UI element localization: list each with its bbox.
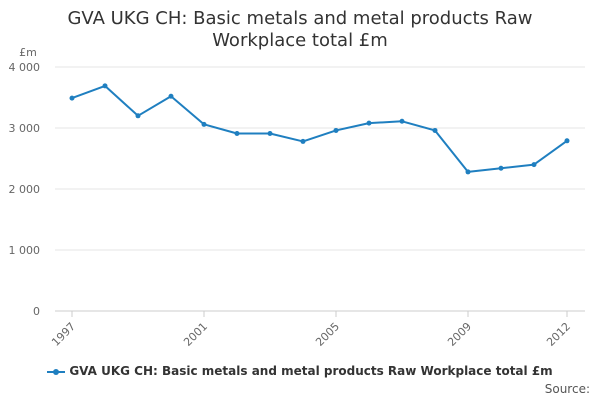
data-point[interactable] bbox=[531, 162, 537, 168]
data-point[interactable] bbox=[564, 138, 570, 144]
data-point[interactable] bbox=[168, 93, 174, 99]
data-point[interactable] bbox=[267, 130, 273, 136]
data-point[interactable] bbox=[69, 95, 75, 101]
legend[interactable]: GVA UKG CH: Basic metals and metal produ… bbox=[0, 364, 600, 378]
x-tick-label: 2012 bbox=[544, 320, 573, 349]
legend-series-label: GVA UKG CH: Basic metals and metal produ… bbox=[69, 364, 553, 378]
legend-series-marker bbox=[47, 367, 66, 377]
y-tick-label: 0 bbox=[33, 305, 40, 318]
chart-title-line-1: GVA UKG CH: Basic metals and metal produ… bbox=[67, 8, 533, 29]
x-tick-label: 2009 bbox=[445, 320, 474, 349]
y-axis-unit-label: £m bbox=[19, 46, 37, 59]
series-layer bbox=[69, 83, 570, 175]
data-point[interactable] bbox=[234, 130, 240, 136]
data-point[interactable] bbox=[201, 121, 207, 127]
data-point[interactable] bbox=[399, 118, 405, 124]
x-tick-label: 1997 bbox=[49, 320, 78, 349]
data-point[interactable] bbox=[432, 127, 438, 133]
data-point[interactable] bbox=[366, 120, 372, 126]
source-label: Source: bbox=[544, 382, 590, 396]
y-tick-label: 1 000 bbox=[9, 244, 41, 257]
gridlines bbox=[55, 66, 585, 312]
axes: 0 1 000 2 000 3 000 4 000 1997 2001 2005 2009 201… bbox=[9, 61, 574, 349]
data-point[interactable] bbox=[135, 113, 141, 119]
data-point[interactable] bbox=[498, 165, 504, 171]
data-point[interactable] bbox=[465, 169, 471, 175]
data-point[interactable] bbox=[333, 127, 339, 133]
chart-title-line-2: Workplace total £m bbox=[212, 30, 388, 51]
chart-title: GVA UKG CH: Basic metals and metal produ… bbox=[0, 8, 600, 52]
y-tick-label: 2 000 bbox=[9, 183, 41, 196]
x-tick-label: 2005 bbox=[313, 320, 342, 349]
x-tick-label: 2001 bbox=[181, 320, 210, 349]
y-tick-label: 3 000 bbox=[9, 122, 41, 135]
series-line bbox=[71, 84, 568, 173]
y-tick-label: 4 000 bbox=[9, 61, 41, 74]
data-point[interactable] bbox=[102, 83, 108, 89]
data-point[interactable] bbox=[300, 138, 306, 144]
